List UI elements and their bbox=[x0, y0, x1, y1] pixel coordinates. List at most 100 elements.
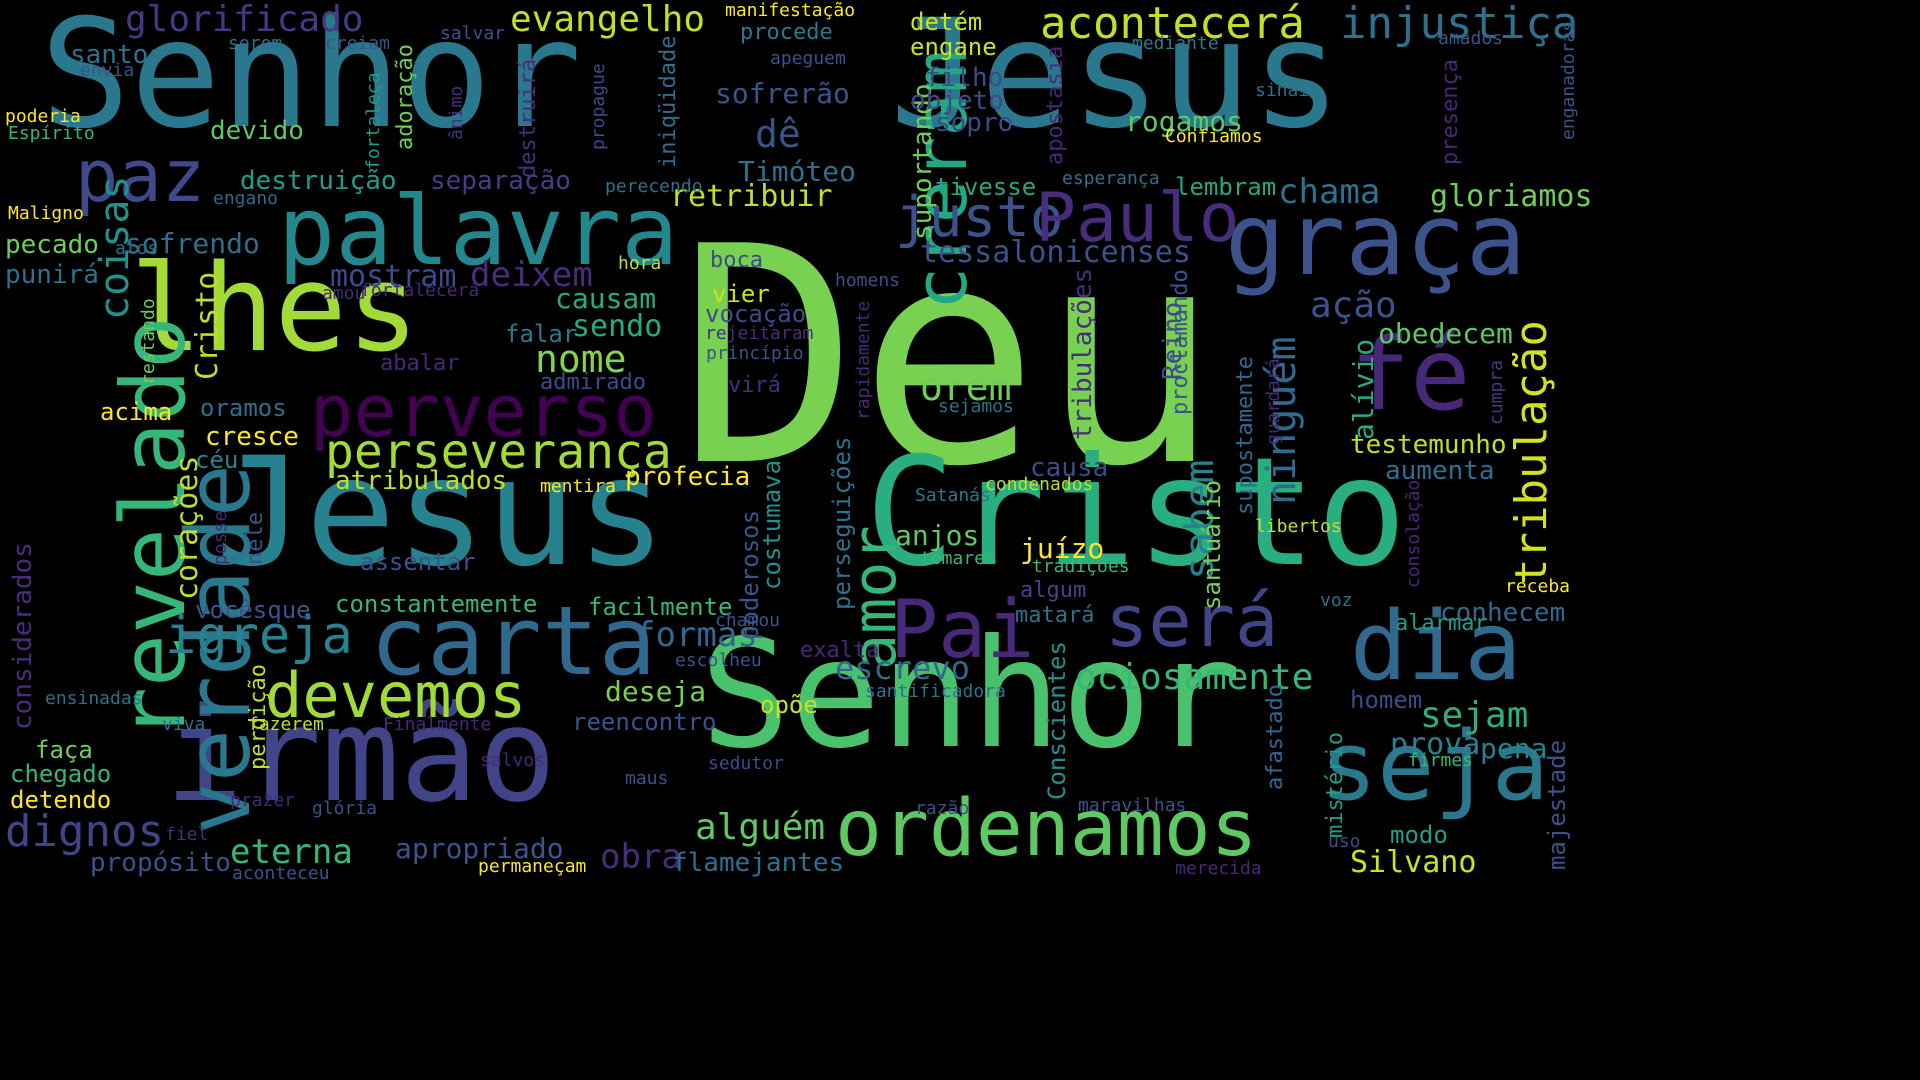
word-132: exalta bbox=[800, 638, 880, 663]
word-183: apeguem bbox=[770, 48, 846, 69]
word-115: assentar bbox=[360, 548, 476, 576]
word-7: lhes bbox=[130, 240, 419, 379]
word-180: propague bbox=[588, 63, 609, 150]
word-125: vocação bbox=[705, 300, 807, 328]
word-166: viva bbox=[162, 714, 206, 735]
word-82: matará bbox=[1015, 603, 1095, 628]
word-25: devemos bbox=[265, 659, 527, 732]
word-66: rogamos bbox=[1125, 105, 1244, 138]
word-113: constantemente bbox=[335, 590, 538, 618]
word-150: uso bbox=[1328, 831, 1361, 852]
word-140: prazer bbox=[230, 790, 296, 811]
word-90: prova bbox=[1390, 727, 1481, 762]
word-78: causa bbox=[1030, 453, 1109, 483]
word-200: guardará bbox=[1263, 358, 1284, 445]
word-53: retribuir bbox=[670, 179, 833, 214]
word-94: alarmar bbox=[1395, 611, 1488, 636]
word-22: justo bbox=[895, 185, 1064, 250]
word-157: libertos bbox=[1255, 516, 1342, 537]
word-197: princípio bbox=[706, 343, 804, 364]
word-16: seja bbox=[1320, 712, 1549, 822]
word-117: profecia bbox=[625, 462, 751, 492]
word-96: alguém bbox=[695, 807, 826, 848]
word-17: ordenamos bbox=[835, 784, 1258, 874]
word-119: céu bbox=[195, 446, 239, 474]
word-83: Conscientes bbox=[1043, 641, 1071, 800]
word-71: procede bbox=[740, 20, 833, 45]
word-120: cresce bbox=[205, 422, 299, 452]
word-173: serem bbox=[228, 33, 283, 54]
word-95: formas bbox=[635, 615, 758, 655]
word-88: ociosamente bbox=[1075, 657, 1314, 698]
word-185: esperança bbox=[1062, 168, 1160, 189]
word-170: poderia bbox=[5, 106, 81, 127]
word-178: fortaleça bbox=[363, 72, 384, 170]
word-84: santuário bbox=[1198, 479, 1226, 610]
word-141: glória bbox=[312, 798, 378, 819]
word-27: perseverança bbox=[325, 424, 672, 480]
word-30: evangelho bbox=[510, 0, 706, 40]
word-12: perverso bbox=[310, 369, 657, 453]
word-122: acima bbox=[100, 398, 173, 426]
word-106: propósito bbox=[90, 848, 231, 878]
word-152: firmes bbox=[1408, 750, 1474, 771]
word-86: proclamando bbox=[1168, 269, 1193, 415]
word-58: santos bbox=[70, 40, 164, 70]
word-179: ânimo bbox=[446, 85, 467, 140]
word-8: palavra bbox=[278, 177, 679, 287]
word-39: nome bbox=[535, 337, 627, 381]
word-89: sejam bbox=[1420, 695, 1529, 736]
word-193: fortalecerá bbox=[360, 280, 480, 301]
word-186: Confiamos bbox=[1165, 126, 1263, 147]
word-171: Espírito bbox=[8, 123, 95, 144]
word-155: voz bbox=[1320, 590, 1353, 611]
word-101: Silvano bbox=[1350, 845, 1477, 880]
word-131: perseguições bbox=[828, 436, 856, 610]
word-153: majestade bbox=[1543, 739, 1571, 870]
word-176: manifestação bbox=[725, 0, 856, 21]
word-36: ação bbox=[1310, 285, 1397, 326]
word-69: engane bbox=[910, 33, 997, 61]
word-77: aumenta bbox=[1385, 456, 1495, 486]
word-42: deixem bbox=[470, 255, 593, 295]
word-61: apostasia bbox=[1043, 45, 1068, 165]
word-172: envia bbox=[80, 60, 135, 81]
word-52: separação bbox=[430, 166, 571, 196]
word-192: amou bbox=[322, 283, 366, 304]
word-187: mediante bbox=[1132, 33, 1219, 54]
word-189: enganadoras bbox=[1558, 20, 1579, 140]
word-168: atos bbox=[115, 238, 159, 259]
word-158: Satanás bbox=[915, 485, 991, 506]
word-99: obra bbox=[600, 837, 682, 877]
word-6: irmão bbox=[165, 679, 557, 831]
word-142: fiel bbox=[165, 824, 209, 845]
word-79: juízo bbox=[1020, 532, 1105, 565]
word-64: objeto bbox=[910, 86, 1004, 116]
word-38: orem bbox=[920, 365, 1012, 409]
word-50: pecado bbox=[5, 230, 99, 260]
word-20: paz bbox=[75, 134, 206, 218]
word-135: santificadora bbox=[865, 681, 1006, 702]
word-151: modo bbox=[1390, 821, 1448, 849]
word-111: ensinadas bbox=[45, 688, 143, 709]
word-49: punirá bbox=[5, 260, 99, 290]
word-114: facilmente bbox=[588, 593, 733, 621]
word-110: considerados bbox=[8, 542, 38, 730]
word-0: Deu bbox=[678, 183, 1220, 532]
word-81: algum bbox=[1020, 578, 1087, 603]
word-182: iniqüidade bbox=[656, 35, 681, 168]
word-28: acontecerá bbox=[1040, 0, 1305, 49]
word-2: Jesus bbox=[890, 0, 1342, 162]
word-156: consolação bbox=[1403, 479, 1424, 588]
word-146: maravilhas bbox=[1078, 795, 1187, 816]
word-51: destruição bbox=[240, 166, 397, 196]
word-194: restando bbox=[138, 298, 159, 385]
word-161: tradições bbox=[1032, 556, 1130, 577]
word-1: Senhor bbox=[40, 0, 582, 162]
word-190: homens bbox=[835, 270, 901, 291]
word-14: carta bbox=[370, 587, 656, 697]
word-165: fazerem bbox=[248, 714, 324, 735]
word-199: sejamos bbox=[938, 396, 1014, 417]
word-70: detém bbox=[910, 8, 983, 36]
word-181: destruirá bbox=[516, 58, 541, 178]
